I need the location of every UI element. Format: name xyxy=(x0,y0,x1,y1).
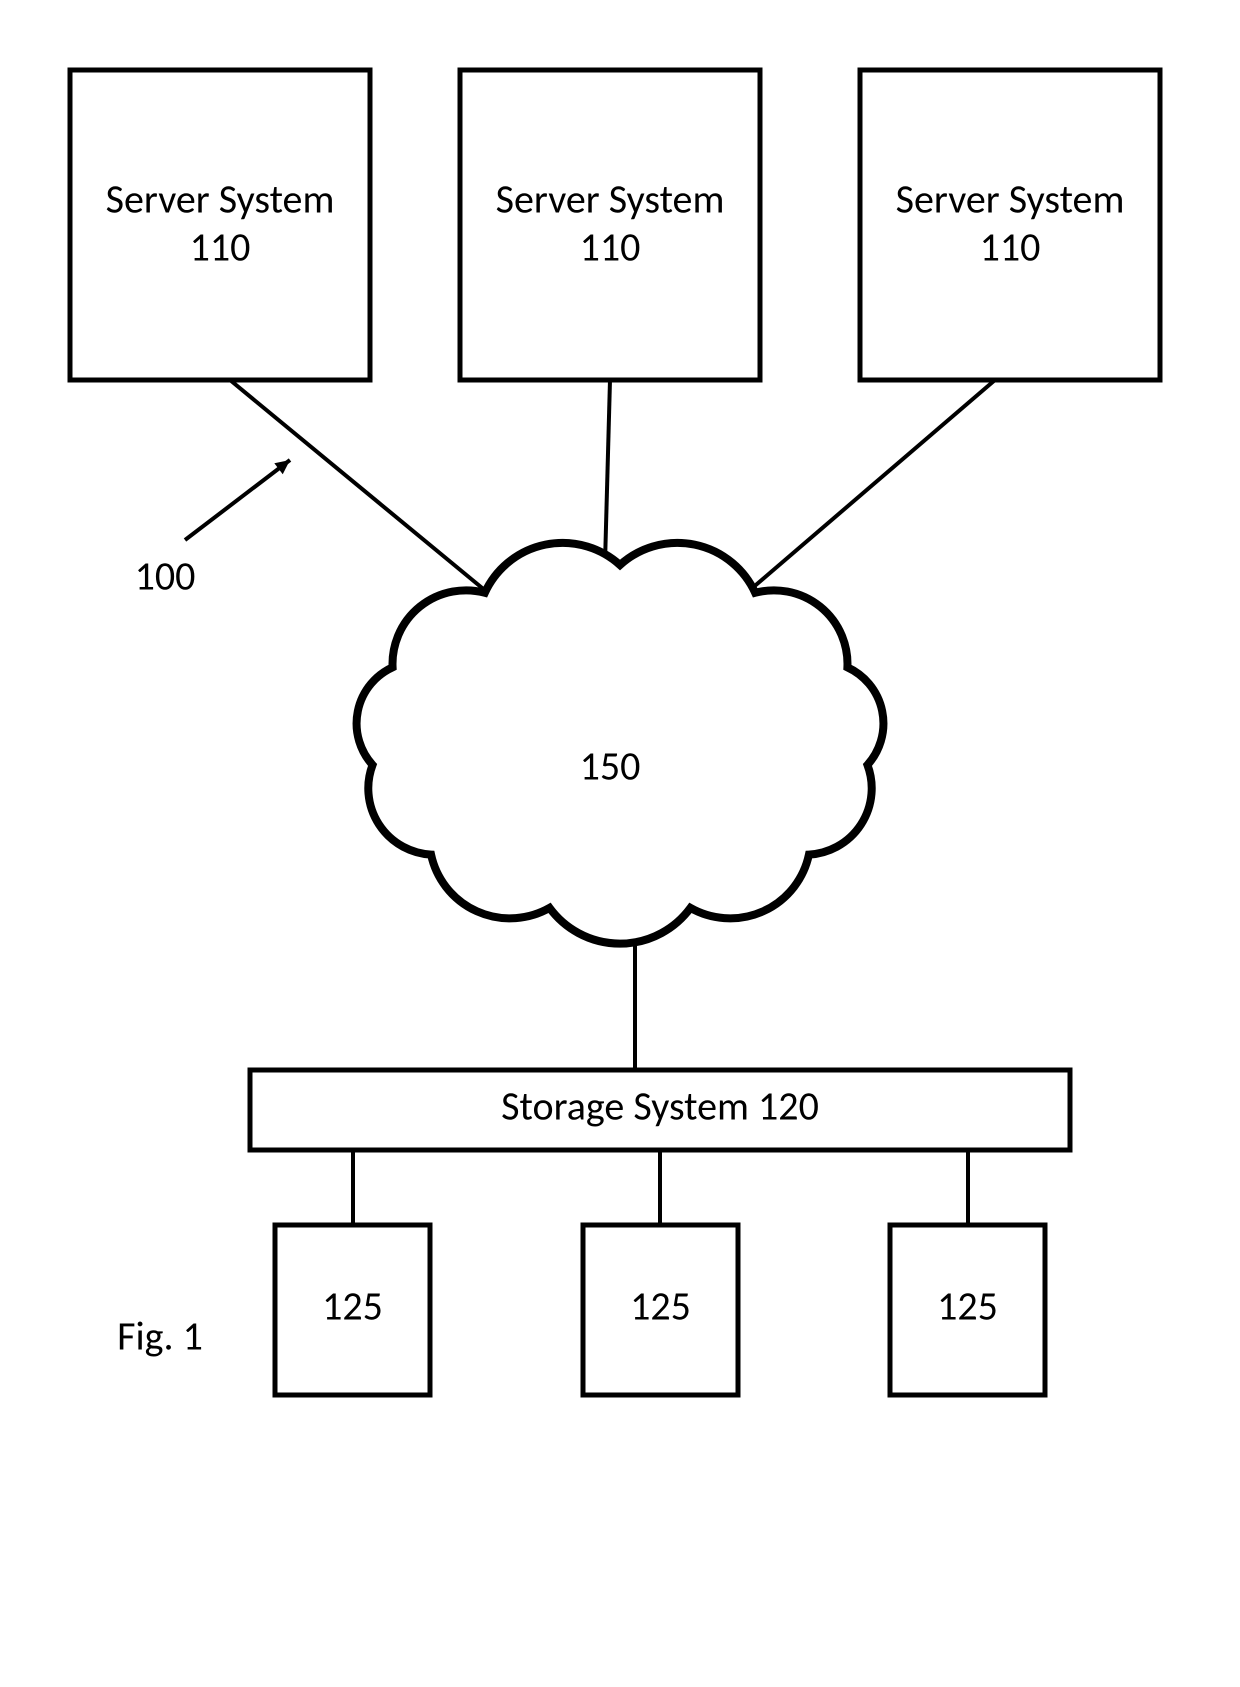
diagram-canvas: Server System110Server System110Server S… xyxy=(0,0,1240,1687)
node-server-3: Server System110 xyxy=(860,70,1160,380)
node-title: Server System xyxy=(106,175,335,224)
nodes-group: Server System110Server System110Server S… xyxy=(70,70,1160,1395)
node-cloud: 150 xyxy=(357,543,884,944)
node-disk-1: 125 xyxy=(275,1225,430,1395)
reference-label: 100 xyxy=(135,552,196,601)
node-disk-2: 125 xyxy=(583,1225,738,1395)
edge xyxy=(230,380,487,592)
node-subtitle: 110 xyxy=(190,223,251,272)
node-server-1: Server System110 xyxy=(70,70,370,380)
node-title: 125 xyxy=(322,1282,383,1331)
node-title: 125 xyxy=(937,1282,998,1331)
figure-label: Fig. 1 xyxy=(117,1312,203,1361)
node-title: 125 xyxy=(630,1282,691,1331)
node-disk-3: 125 xyxy=(890,1225,1045,1395)
reference-pointer: 100 xyxy=(135,460,290,601)
node-title: Server System xyxy=(496,175,725,224)
edge xyxy=(605,380,610,563)
edge xyxy=(750,380,995,590)
node-storage: Storage System 120 xyxy=(250,1070,1070,1150)
node-title: Server System xyxy=(896,175,1125,224)
node-subtitle: 110 xyxy=(580,223,641,272)
node-server-2: Server System110 xyxy=(460,70,760,380)
reference-arrow-shaft xyxy=(185,460,290,540)
node-subtitle: 110 xyxy=(980,223,1041,272)
cloud-label: 150 xyxy=(580,742,641,791)
node-title: Storage System 120 xyxy=(501,1082,819,1131)
